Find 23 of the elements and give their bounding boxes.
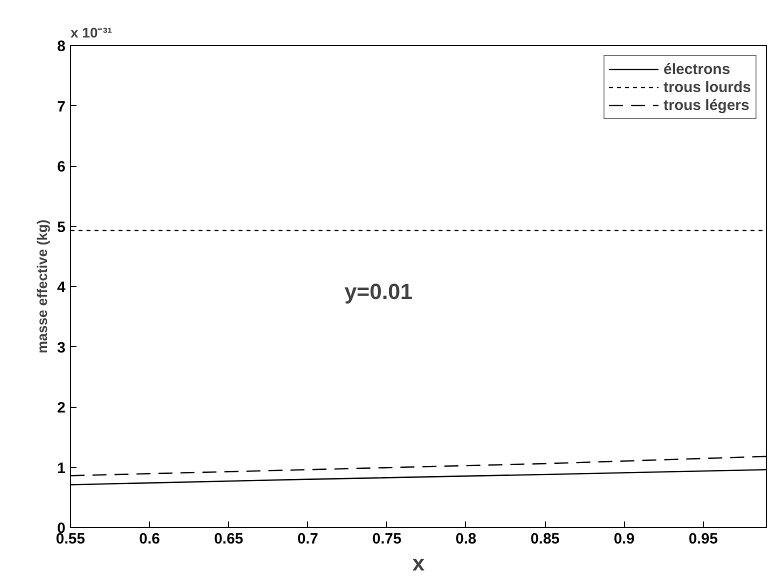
y-tick-label: 7 (57, 98, 66, 116)
y-tick-label: 1 (57, 460, 66, 477)
annotation: y=0.01 (344, 279, 412, 304)
text: x 10⁻³¹ (70, 24, 112, 40)
x-tick-label: 0.75 (372, 530, 402, 548)
x-tick-label: 0.95 (688, 530, 718, 548)
x-tick-label: 0.9 (614, 530, 635, 548)
x-tick-label: 0.7 (297, 530, 318, 548)
x-tick-label: 0.6 (139, 530, 160, 548)
legend-label: trous légers (663, 96, 750, 114)
legend-label: trous lourds (663, 78, 751, 96)
x-tick-label: 0.85 (530, 530, 560, 548)
y-axis-title: masse effective (kg) (34, 220, 50, 354)
y-tick-label: 4 (57, 279, 66, 296)
x-axis-title: x (412, 550, 426, 576)
y-tick-label: 3 (57, 339, 66, 356)
y-tick-label: 6 (57, 158, 66, 176)
x-tick-label: 0.65 (214, 530, 244, 548)
y-tick-label: 2 (57, 400, 66, 416)
legend-label: électrons (663, 60, 730, 78)
y-tick-label: 5 (57, 218, 66, 236)
y-tick-label: 8 (57, 38, 66, 55)
x-tick-label: 0.8 (456, 530, 476, 548)
